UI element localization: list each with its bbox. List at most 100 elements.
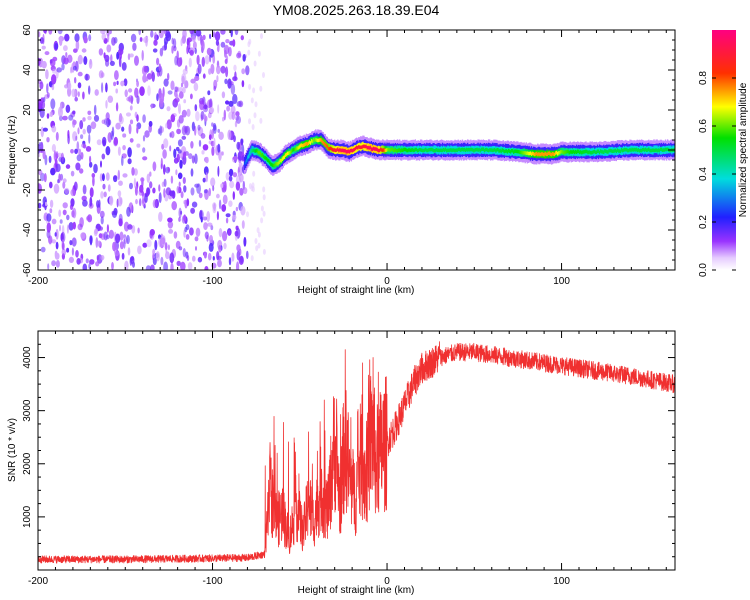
noise-blob	[248, 118, 251, 125]
noise-blob	[97, 240, 101, 247]
noise-blob	[194, 236, 199, 242]
noise-blob	[49, 111, 54, 117]
ridge-cell	[598, 150, 601, 155]
noise-blob	[260, 33, 263, 40]
noise-blob	[241, 220, 245, 229]
ridge-cell	[309, 141, 312, 145]
noise-blob	[166, 119, 172, 130]
noise-blob	[178, 207, 182, 219]
noise-blob	[235, 111, 240, 117]
noise-blob	[213, 137, 216, 149]
noise-blob	[190, 187, 195, 196]
ridge-cell	[392, 148, 394, 152]
noise-blob	[115, 102, 119, 112]
snr-ticks: -200 -100 0 100 1000 2000 3000 4000	[22, 331, 675, 587]
ridge-cell	[498, 149, 500, 153]
ridge-cell	[308, 140, 311, 144]
noise-blob	[174, 86, 178, 92]
ridge-cell	[402, 148, 404, 153]
noise-blob	[217, 128, 220, 133]
ridge-cell	[584, 149, 586, 154]
noise-blob	[194, 47, 197, 55]
noise-blob	[127, 247, 131, 256]
ridge-cell	[478, 147, 480, 152]
noise-blob	[170, 262, 174, 270]
noise-blob	[221, 151, 224, 156]
ridge-cell	[468, 147, 470, 152]
ridge-cell	[451, 148, 453, 153]
ridge-cell	[577, 149, 580, 154]
noise-blob	[85, 258, 89, 264]
noise-blob	[251, 124, 255, 130]
ridge-cell	[553, 152, 556, 157]
noise-blob	[120, 80, 125, 87]
noise-blob	[75, 135, 78, 141]
noise-blob	[146, 73, 153, 80]
noise-blob	[118, 115, 124, 125]
ridge-cell	[298, 145, 300, 149]
ridge-cell	[264, 156, 267, 160]
noise-blob	[65, 164, 71, 169]
noise-blob	[45, 201, 48, 207]
noise-blob	[117, 146, 121, 156]
noise-blob	[91, 173, 96, 178]
ridge-cell	[473, 148, 475, 153]
noise-blob	[96, 255, 99, 261]
noise-blob	[118, 48, 124, 56]
noise-blob	[118, 56, 122, 68]
noise-blob	[131, 167, 135, 176]
noise-blob	[111, 37, 116, 46]
noise-blob	[202, 73, 206, 79]
noise-blob	[135, 198, 138, 205]
snr-y-label: SNR (10 * v/v)	[7, 418, 18, 482]
ridge-cell	[381, 148, 383, 152]
noise-blob	[38, 152, 41, 158]
noise-blob	[143, 65, 148, 73]
ridge-cell	[403, 147, 405, 152]
ridge-cell	[321, 139, 323, 144]
noise-blob	[201, 150, 205, 155]
noise-blob	[142, 114, 146, 123]
noise-blob	[240, 35, 244, 41]
ridge-cell	[609, 148, 611, 153]
noise-blob	[262, 72, 265, 78]
ridge-cell	[537, 152, 539, 157]
ridge-cell	[509, 150, 512, 154]
ridge-cell	[470, 147, 472, 152]
noise-blob	[70, 198, 75, 207]
noise-blob	[167, 217, 173, 223]
noise-blob	[71, 247, 74, 256]
noise-blob	[112, 241, 117, 252]
noise-blob	[226, 105, 231, 112]
ridge-cell	[640, 148, 643, 153]
noise-blob	[71, 210, 75, 218]
noise-blob	[191, 121, 195, 132]
noise-blob	[110, 54, 113, 63]
ridge-cell	[597, 149, 600, 153]
noise-blob	[177, 172, 183, 180]
noise-blob	[54, 252, 60, 260]
ridge-cell	[507, 148, 510, 153]
ridge-cell	[335, 148, 337, 153]
noise-blob	[42, 96, 46, 103]
noise-blob	[133, 177, 136, 189]
x-tick-label: 0	[384, 276, 390, 287]
noise-blob	[247, 49, 251, 56]
noise-blob	[70, 66, 73, 74]
ridge-cell	[253, 148, 255, 153]
ridge-cell	[296, 146, 298, 150]
noise-blob	[189, 30, 194, 35]
ridge-cell	[257, 150, 259, 155]
ridge-cell	[249, 151, 251, 155]
noise-blob	[163, 261, 168, 270]
ridge-cell	[295, 147, 297, 151]
ridge-cell	[581, 150, 583, 155]
noise-blob	[51, 125, 57, 133]
ridge-cell	[438, 148, 441, 153]
noise-blob	[121, 155, 124, 167]
noise-blob	[66, 247, 70, 253]
noise-blob	[61, 63, 65, 71]
noise-scatter	[38, 30, 266, 270]
noise-blob	[138, 30, 142, 36]
ridge-cell	[294, 147, 296, 152]
